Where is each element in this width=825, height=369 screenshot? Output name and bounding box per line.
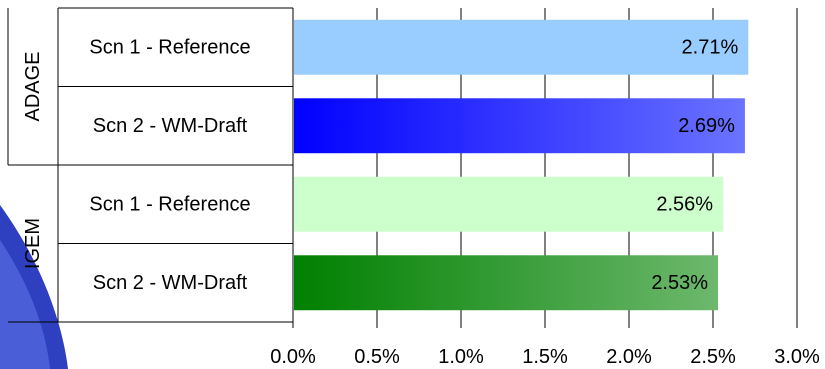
bar	[294, 19, 749, 75]
group-label: IGEM	[22, 218, 44, 269]
bar	[294, 255, 719, 311]
x-tick-label: 1.0%	[438, 346, 484, 368]
bars	[294, 19, 749, 311]
labels: ADAGE 2.71% Scn 1 - Reference 2.69% Scn 2 - …	[22, 36, 738, 294]
x-tick-label: 0.0%	[270, 346, 316, 368]
decorative-swoosh-highlight	[0, 240, 50, 369]
axes: 0.0% 0.5% 1.0% 1.5% 2.0% 2.5% 3.0%	[7, 7, 820, 368]
category-label: Scn 1 - Reference	[89, 36, 250, 58]
x-tick-label: 2.5%	[690, 346, 736, 368]
category-label: Scn 1 - Reference	[89, 193, 250, 215]
data-label: 2.53%	[651, 272, 708, 294]
group-label: ADAGE	[22, 51, 44, 121]
data-label: 2.71%	[682, 36, 739, 58]
category-label: Scn 2 - WM-Draft	[93, 115, 248, 137]
x-tick-label: 0.5%	[354, 346, 400, 368]
x-tick-label: 3.0%	[774, 346, 820, 368]
data-label: 2.56%	[656, 193, 713, 215]
x-tick-label: 1.5%	[522, 346, 568, 368]
category-label: Scn 2 - WM-Draft	[93, 272, 248, 294]
bar	[294, 98, 745, 154]
bar	[294, 176, 724, 232]
data-label: 2.69%	[678, 115, 735, 137]
x-tick-label: 2.0%	[606, 346, 652, 368]
